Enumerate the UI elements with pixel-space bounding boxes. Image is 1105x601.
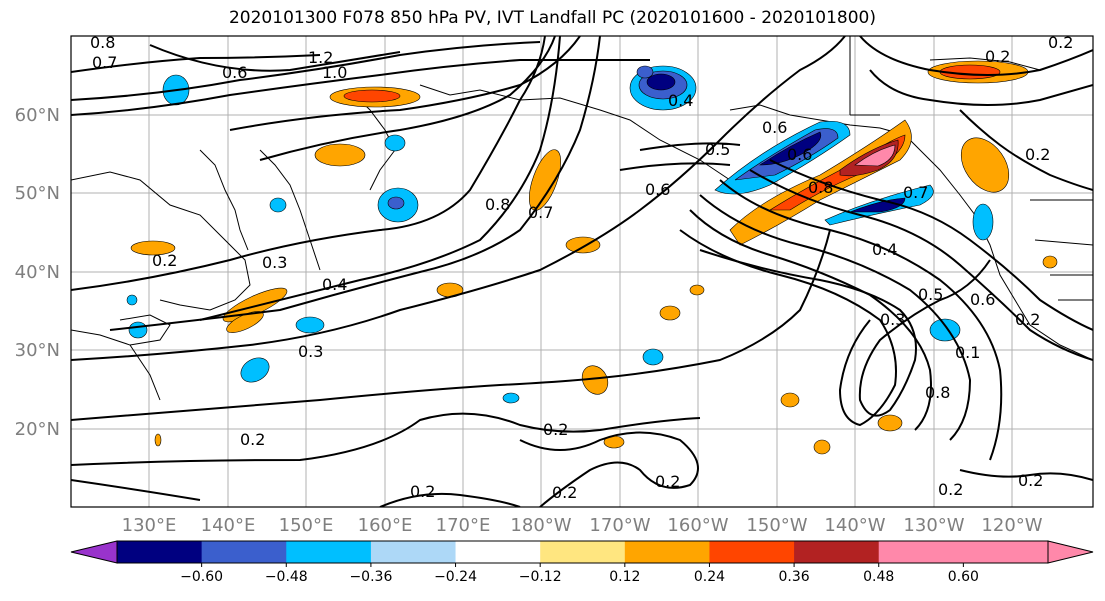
contour-label: 1.2 (308, 48, 333, 67)
contour-label: 0.2 (552, 483, 577, 502)
contour-label: 0.8 (808, 178, 833, 197)
contour-label: 0.8 (90, 33, 115, 52)
contour-label: 0.2 (985, 47, 1010, 66)
lat-label: 20°N (15, 419, 60, 440)
map-frame (70, 35, 1094, 508)
colorbar-cell (878, 541, 964, 563)
colorbar-cell (286, 541, 372, 563)
contour-label: 0.2 (410, 482, 435, 501)
lon-label: 150°E (279, 515, 334, 536)
contour-label: 0.4 (322, 275, 347, 294)
contour-label: 0.2 (152, 251, 177, 270)
lat-label: 60°N (15, 105, 60, 126)
colorbar-tick-label: 0.48 (863, 569, 894, 585)
colorbar-cell (709, 541, 795, 563)
contour-label: 0.7 (903, 183, 928, 202)
contour-label: 1.0 (322, 63, 347, 82)
lon-label: 140°W (824, 515, 885, 536)
contour-label: 0.6 (222, 63, 247, 82)
contour-label: 0.5 (918, 285, 943, 304)
lon-label: 150°W (746, 515, 807, 536)
lon-label: 130°E (122, 515, 177, 536)
contour-label: 0.2 (938, 480, 963, 499)
colorbar-right-extension (1047, 540, 1094, 564)
longitude-labels: 130°E 140°E 150°E 160°E 170°E 180°W 170°… (122, 515, 1043, 536)
lat-label: 50°N (15, 183, 60, 204)
lon-label: 140°E (201, 515, 256, 536)
contour-label: 0.6 (645, 180, 670, 199)
pv-contours (71, 36, 1093, 507)
contour-label: 0.5 (705, 140, 730, 159)
contour-label: 0.7 (92, 53, 117, 72)
contour-label: 0.1 (955, 343, 980, 362)
lon-label: 170°W (589, 515, 650, 536)
colorbar-tick-label: −0.12 (519, 569, 562, 585)
pv-anomaly-fills (126, 60, 1058, 455)
contour-label: 0.2 (1018, 471, 1043, 490)
colorbar-cell (201, 541, 287, 563)
colorbar-cell (540, 541, 626, 563)
lon-label: 160°E (358, 515, 413, 536)
contour-label: 0.2 (240, 430, 265, 449)
contour-label: 0.8 (925, 383, 950, 402)
colorbar-cell (624, 541, 710, 563)
colorbar-cell (963, 541, 1049, 563)
contour-label: 0.2 (1015, 310, 1040, 329)
colorbar-cell (455, 541, 541, 563)
lon-label: 120°W (981, 515, 1042, 536)
contour-labels: 0.8 0.7 0.6 1.2 1.0 0.4 0.6 0.5 0.6 0.8 … (90, 33, 1073, 502)
lon-label: 130°W (903, 515, 964, 536)
lon-label: 180°W (510, 515, 571, 536)
contour-label: 0.2 (655, 472, 680, 491)
colorbar-tick-label: −0.36 (349, 569, 392, 585)
contour-label: 0.2 (543, 420, 568, 439)
colorbar-tick-label: 0.60 (948, 569, 979, 585)
lat-label: 30°N (15, 340, 60, 361)
gridlines (71, 36, 1093, 507)
colorbar-tick-label: −0.48 (265, 569, 308, 585)
colorbar-tick-label: 0.36 (779, 569, 810, 585)
contour-label: 0.6 (787, 145, 812, 164)
contour-label: 0.2 (1025, 145, 1050, 164)
contour-label: 0.4 (668, 91, 693, 110)
colorbar-cell (117, 541, 203, 563)
colorbar-tick-label: −0.24 (434, 569, 477, 585)
contour-label: 0.7 (528, 203, 553, 222)
contour-label: 0.3 (880, 310, 905, 329)
colorbar: −0.60 −0.48 −0.36 −0.24 −0.12 0.12 0.24 0.36 0.4… (70, 540, 1094, 585)
latitude-labels: 60°N 50°N 40°N 30°N 20°N (15, 105, 60, 440)
colorbar-tick-label: 0.12 (609, 569, 640, 585)
colorbar-tick-label: −0.60 (180, 569, 223, 585)
contour-label: 0.6 (762, 118, 787, 137)
colorbar-cell (794, 541, 880, 563)
contour-label: 0.4 (872, 240, 897, 259)
lat-label: 40°N (15, 262, 60, 283)
contour-label: 0.8 (485, 195, 510, 214)
colorbar-left-extension (70, 540, 118, 564)
lon-label: 160°W (667, 515, 728, 536)
contour-label: 0.3 (298, 342, 323, 361)
contour-label: 0.2 (1048, 33, 1073, 52)
coastlines (71, 36, 1093, 401)
lon-label: 170°E (436, 515, 491, 536)
contour-label: 0.3 (262, 253, 287, 272)
contour-label: 0.6 (970, 290, 995, 309)
colorbar-cell (370, 541, 457, 563)
colorbar-tick-label: 0.24 (694, 569, 725, 585)
map-title: 2020101300 F078 850 hPa PV, IVT Landfall… (228, 8, 876, 28)
